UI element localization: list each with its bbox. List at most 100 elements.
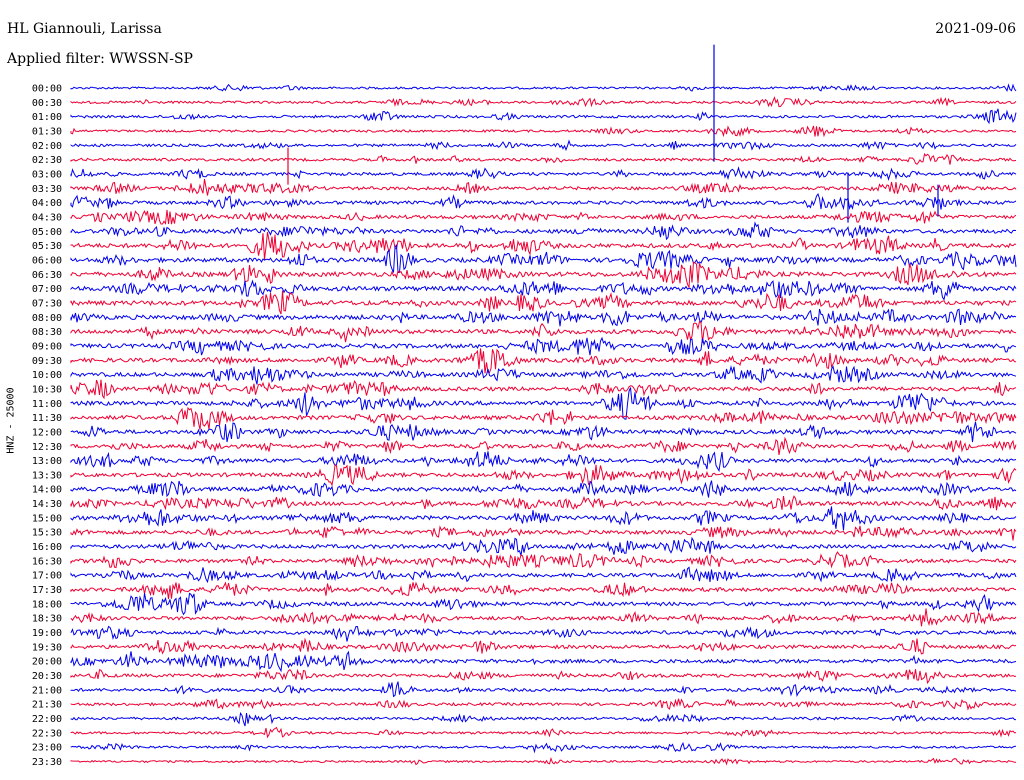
seismic-trace xyxy=(70,592,1017,616)
seismic-trace xyxy=(70,668,1017,685)
seismic-trace xyxy=(70,421,1017,443)
seismic-trace xyxy=(70,108,1017,125)
seismic-trace xyxy=(70,536,1017,556)
time-label: 00:00 xyxy=(32,84,62,95)
seismic-trace xyxy=(70,139,1017,152)
seismic-trace xyxy=(70,495,1017,511)
time-label: 16:30 xyxy=(32,556,62,567)
seismic-trace xyxy=(70,365,1017,385)
seismic-trace xyxy=(70,650,1017,673)
time-label: 13:30 xyxy=(32,470,62,481)
time-label: 14:30 xyxy=(32,499,62,510)
time-label: 03:00 xyxy=(32,169,62,180)
time-label: 07:00 xyxy=(32,284,62,295)
time-label: 01:30 xyxy=(32,126,62,137)
time-label: 18:00 xyxy=(32,599,62,610)
seismic-trace xyxy=(70,464,1017,487)
time-label: 00:30 xyxy=(32,98,62,109)
time-label: 13:00 xyxy=(32,456,62,467)
time-label: 12:30 xyxy=(32,442,62,453)
seismic-trace xyxy=(70,625,1017,642)
seismic-trace xyxy=(70,741,1017,754)
time-label: 11:30 xyxy=(32,413,62,424)
time-label: 21:30 xyxy=(32,700,62,711)
time-label: 20:30 xyxy=(32,671,62,682)
seismic-trace xyxy=(70,166,1017,182)
seismic-trace xyxy=(70,406,1017,430)
time-label: 02:00 xyxy=(32,141,62,152)
time-label: 10:00 xyxy=(32,370,62,381)
time-labels: 00:00 00:30 01:00 01:30 02:00 02:30 03:00 03:30… xyxy=(32,84,62,769)
seismic-trace xyxy=(70,308,1017,327)
time-label: 08:00 xyxy=(32,313,62,324)
event-spikes xyxy=(287,44,939,223)
time-label: 06:00 xyxy=(32,255,62,266)
time-label: 06:30 xyxy=(32,270,62,281)
seismic-trace xyxy=(70,231,1017,260)
filter-label: Applied filter: WWSSN-SP xyxy=(7,51,193,67)
time-label: 11:00 xyxy=(32,399,62,410)
seismic-trace xyxy=(70,179,1017,196)
seismic-trace xyxy=(70,698,1017,711)
seismic-trace xyxy=(70,506,1017,531)
time-label: 22:30 xyxy=(32,728,62,739)
time-label: 03:30 xyxy=(32,184,62,195)
seismic-trace xyxy=(70,152,1017,165)
time-label: 09:00 xyxy=(32,341,62,352)
time-label: 21:00 xyxy=(32,685,62,696)
seismic-trace xyxy=(70,451,1017,473)
time-label: 16:00 xyxy=(32,542,62,553)
time-label: 22:00 xyxy=(32,714,62,725)
seismic-trace xyxy=(70,83,1017,92)
seismic-trace xyxy=(70,244,1017,274)
seismic-trace xyxy=(70,608,1017,627)
date-label: 2021-09-06 xyxy=(935,21,1016,37)
seismic-trace xyxy=(70,637,1017,655)
time-label: 19:00 xyxy=(32,628,62,639)
seismic-trace xyxy=(70,757,1016,766)
seismic-trace xyxy=(70,290,1017,315)
seismic-trace xyxy=(70,336,1017,356)
time-label: 15:00 xyxy=(32,513,62,524)
time-label: 23:00 xyxy=(32,743,62,754)
time-label: 08:30 xyxy=(32,327,62,338)
seismic-traces xyxy=(70,83,1017,766)
time-label: 10:30 xyxy=(32,384,62,395)
time-label: 15:30 xyxy=(32,528,62,539)
time-label: 20:00 xyxy=(32,657,62,668)
seismic-trace xyxy=(70,221,1017,241)
time-label: 18:30 xyxy=(32,614,62,625)
seismic-trace xyxy=(70,379,1017,400)
seismic-trace xyxy=(70,193,1017,211)
seismic-trace xyxy=(70,581,1017,600)
time-label: 05:30 xyxy=(32,241,62,252)
seismic-trace xyxy=(70,551,1017,569)
seismic-trace xyxy=(70,436,1017,455)
seismic-trace xyxy=(70,566,1017,584)
time-label: 19:30 xyxy=(32,642,62,653)
time-label: 12:00 xyxy=(32,427,62,438)
seismic-trace xyxy=(70,209,1017,225)
time-label: 09:30 xyxy=(32,356,62,367)
seismic-trace xyxy=(70,525,1017,541)
seismic-trace xyxy=(70,387,1017,420)
seismic-trace xyxy=(70,261,1017,290)
seismic-trace xyxy=(70,480,1017,498)
time-label: 07:30 xyxy=(32,298,62,309)
time-label: 17:00 xyxy=(32,571,62,582)
time-label: 17:30 xyxy=(32,585,62,596)
time-label: 04:30 xyxy=(32,212,62,223)
time-label: 23:30 xyxy=(32,757,62,768)
time-label: 04:00 xyxy=(32,198,62,209)
time-label: 02:30 xyxy=(32,155,62,166)
time-label: 05:00 xyxy=(32,227,62,238)
station-title: HL Giannouli, Larissa xyxy=(7,21,162,37)
seismic-trace xyxy=(70,320,1017,343)
seismic-trace xyxy=(70,96,1017,108)
seismic-trace xyxy=(70,726,1017,739)
seismic-trace xyxy=(70,279,1017,301)
time-label: 01:00 xyxy=(32,112,62,123)
seismic-trace xyxy=(70,125,1017,138)
seismic-trace xyxy=(70,681,1017,698)
